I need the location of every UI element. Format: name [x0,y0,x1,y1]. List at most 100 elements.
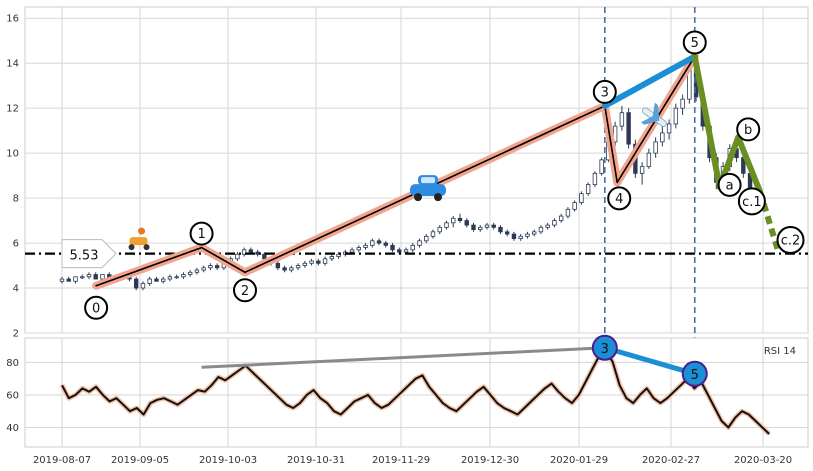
candle-body [397,249,402,253]
wave-label-circle [737,187,766,216]
candle-body [498,226,503,233]
wave-label-a: a [726,178,734,193]
price-y-tick-label: 4 [13,284,19,295]
candle-body [478,226,483,230]
rsi-marker-label: 5 [691,368,699,383]
impulse-wave-line [95,246,203,287]
scooter-wheel [143,244,150,251]
scooter-icon [128,227,150,251]
x-tick-label: 2019-09-05 [111,455,169,466]
price-y-tick-label: 8 [13,194,19,205]
candle-body [289,267,294,271]
candle-body [181,274,186,278]
candle-body [565,208,571,217]
candle-body [376,240,382,244]
support-value-label: 5.53 [70,249,99,264]
wave-label-circle [776,226,805,255]
candle-body [430,231,436,237]
rsi-y-tick-label: 80 [6,358,19,369]
candle-body [673,107,679,125]
candle-body [444,222,449,228]
candle-body [646,152,652,168]
wave-label-0: 0 [92,301,100,316]
candle-body [174,276,179,279]
candle-body [383,242,388,246]
rsi-trendline [201,346,605,369]
wave-label-c-2: c.2 [781,234,801,249]
wave-label-c-1: c.1 [742,195,762,210]
rsi-panel: 40 60 80 3 5 RSI 14 [6,334,809,448]
airplane-icon [641,102,667,127]
candle-body [93,274,98,280]
candle-body [80,276,85,279]
candle-body [464,220,469,226]
candle-body [208,265,213,269]
scooter-wheel [128,244,135,251]
wave-label-3: 3 [601,85,609,100]
candle-body [660,132,665,143]
candle-body [194,269,200,273]
candle-body [572,202,577,210]
candle-body [282,267,287,271]
correction-wave-line [735,134,763,195]
candle-body [437,226,442,233]
rsi-y-tick-label: 40 [6,423,19,434]
candle-body [505,231,510,235]
candle-body [255,251,260,255]
candle-body [201,267,206,271]
candle-body [680,98,685,109]
car-body [410,184,447,197]
price-y-tick-label: 16 [6,14,19,25]
candle-body [214,265,220,269]
scooter-rider [138,227,146,235]
plane-wing [652,102,660,121]
candle-body [262,253,267,260]
wave-label-circle [233,278,258,303]
candle-body [599,159,604,174]
candle-body [370,240,375,246]
candle-body [592,172,598,186]
candle-body [471,224,476,230]
rsi-label: RSI 14 [764,346,796,357]
candle-body [336,253,341,257]
wave-label-1: 1 [197,227,205,242]
impulse-wave-line [200,246,246,274]
candle-body [73,276,78,282]
candle-body [666,123,672,134]
candle-body [100,274,105,280]
candle-body [329,256,335,260]
impulse-wave-line [604,105,619,184]
candle-body [619,112,625,127]
candle-body [451,217,456,224]
wave-label-b: b [744,123,752,138]
candle-body [241,249,247,255]
rsi-marker-circle [591,334,618,361]
x-tick-label: 2020-01-29 [550,455,608,466]
candle-body [147,278,152,284]
candle-body [585,184,591,195]
candle-body [154,278,159,282]
wave-label-circle [592,79,617,104]
candle-body [322,258,328,264]
candle-body [295,265,301,269]
rsi-y-tick-label: 60 [6,390,19,401]
candle-body [167,276,173,280]
candle-body [403,249,409,253]
car-wheel [434,193,443,202]
wave-label-5: 5 [691,36,699,51]
candle-body [424,235,429,242]
car-window [421,177,436,184]
candle-body [187,271,193,275]
x-tick-label: 2020-02-27 [642,455,700,466]
rsi-trendline [604,345,696,377]
x-axis: 2019-08-07 2019-09-05 2019-10-03 2019-10-31… [33,455,792,466]
x-tick-label: 2019-08-07 [33,455,91,466]
candle-body [518,235,523,239]
candle-body [626,112,631,145]
wave-label-circle [736,117,761,142]
correction-wave-projection [757,190,782,253]
candle-body [579,193,584,204]
scooter-body [129,237,148,246]
candle-body [525,233,530,237]
